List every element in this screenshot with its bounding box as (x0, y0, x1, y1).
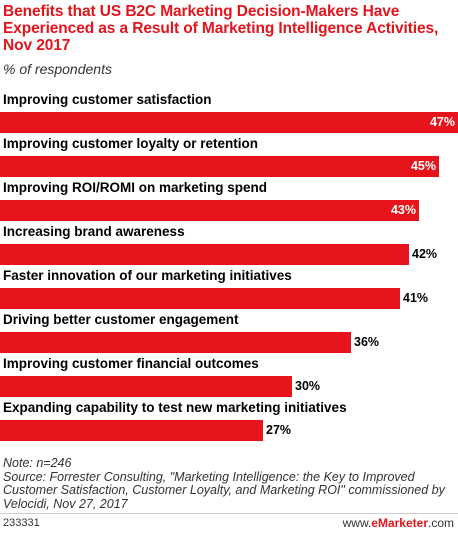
value-label: 30% (295, 379, 321, 393)
bar-row: Driving better customer engagement 36% (0, 312, 458, 356)
bar (0, 420, 263, 441)
category-label: Driving better customer engagement (3, 312, 239, 327)
footer-divider (0, 513, 458, 514)
brand-name: eMarketer (371, 516, 428, 530)
chart-id: 233331 (3, 517, 40, 529)
bar-row: Expanding capability to test new marketi… (0, 400, 458, 444)
value-label: 45% (410, 159, 436, 173)
bar (0, 156, 439, 177)
bar (0, 288, 400, 309)
bar (0, 200, 419, 221)
category-label: Improving customer loyalty or retention (3, 136, 259, 151)
category-label: Expanding capability to test new marketi… (3, 400, 347, 415)
chart-subtitle: % of respondents (3, 61, 112, 77)
category-label: Faster innovation of our marketing initi… (3, 268, 292, 283)
chart-title: Benefits that US B2C Marketing Decision-… (3, 3, 439, 54)
category-label: Improving customer satisfaction (3, 92, 212, 107)
value-label: 43% (390, 203, 416, 217)
bar-row: Faster innovation of our marketing initi… (0, 268, 458, 312)
bar-row: Improving ROI/ROMI on marketing spend 43% (0, 180, 458, 224)
bar (0, 332, 351, 353)
value-label: 36% (354, 335, 380, 349)
category-label: Increasing brand awareness (3, 224, 185, 239)
emarketer-brand[interactable]: www.eMarketer.com (343, 516, 454, 530)
bar-chart: Improving customer satisfaction 47% Improv… (0, 92, 458, 442)
value-label: 41% (403, 291, 429, 305)
value-label: 27% (266, 423, 292, 437)
value-label: 42% (412, 247, 438, 261)
value-label: 47% (429, 115, 455, 129)
category-label: Improving customer financial outcomes (3, 356, 259, 371)
bar (0, 112, 458, 133)
bar (0, 376, 292, 397)
bar-row: Improving customer loyalty or retention 4… (0, 136, 458, 180)
bar-row: Improving customer financial outcomes 30% (0, 356, 458, 400)
bar-row: Increasing brand awareness 42% (0, 224, 458, 268)
bar-row: Improving customer satisfaction 47% (0, 92, 458, 136)
footer-note: Note: n=246 (3, 456, 72, 470)
brand-suffix: .com (427, 516, 454, 530)
chart-footer: Note: n=246 Source: Forrester Consulting… (3, 456, 455, 511)
footer-source: Source: Forrester Consulting, "Marketing… (3, 469, 445, 511)
bar (0, 244, 409, 265)
brand-prefix: www. (342, 516, 372, 530)
category-label: Improving ROI/ROMI on marketing spend (3, 180, 268, 195)
